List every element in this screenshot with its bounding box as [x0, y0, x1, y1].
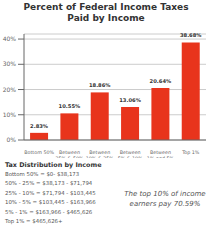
svg-text:10.55%: 10.55%: [59, 103, 81, 109]
svg-text:20%: 20%: [8, 86, 16, 93]
svg-text:2.83%: 2.83%: [30, 123, 49, 129]
html-text:Bottom 50% = $0- $38,173: Bottom 50% = $0- $38,173: [5, 171, 80, 177]
svg-text:20.64%: 20.64%: [150, 78, 172, 84]
html-text:10% - 5% = $103,445 - $163,966: 10% - 5% = $103,445 - $163,966: [5, 199, 96, 206]
svg-text:Between1% and 5%: Between1% and 5%: [147, 150, 175, 158]
html-text:50% - 25% = $38,173 - $71,794: 50% - 25% = $38,173 - $71,794: [5, 180, 93, 187]
svg-text:18.86%: 18.86%: [89, 82, 111, 88]
svg-text:40%: 40%: [8, 35, 16, 42]
html-text:Percent of Federal Income Taxe: Percent of Federal Income Taxes Paid by …: [23, 2, 189, 23]
svg-text:Between5% & 10%: Between5% & 10%: [118, 150, 144, 158]
svg-text:Between10% & 25%: Between10% & 25%: [86, 150, 115, 158]
html-text:Tax Distribution by Income: Tax Distribution by Income: [5, 161, 102, 169]
svg-text:Between25% & 50%: Between25% & 50%: [55, 150, 84, 158]
html-text:The top 10% of income earners: The top 10% of income earners pay 70.59%: [124, 189, 206, 208]
svg-text:0%: 0%: [8, 136, 16, 143]
svg-text:Bottom 50%: Bottom 50%: [24, 150, 54, 155]
svg-text:13.06%: 13.06%: [119, 97, 141, 103]
html-text:5% - 1% = $163,966 - $465,626: 5% - 1% = $163,966 - $465,626: [5, 208, 93, 215]
html-text:25% - 10% = $71,794 - $103,445: 25% - 10% = $71,794 - $103,445: [5, 189, 96, 196]
svg-text:10%: 10%: [8, 111, 16, 118]
svg-text:38.68%: 38.68%: [180, 32, 202, 38]
svg-text:30%: 30%: [8, 60, 16, 67]
html-text:Top 1% = $465,626+: Top 1% = $465,626+: [5, 218, 63, 224]
svg-text:Top 1%: Top 1%: [181, 150, 200, 155]
